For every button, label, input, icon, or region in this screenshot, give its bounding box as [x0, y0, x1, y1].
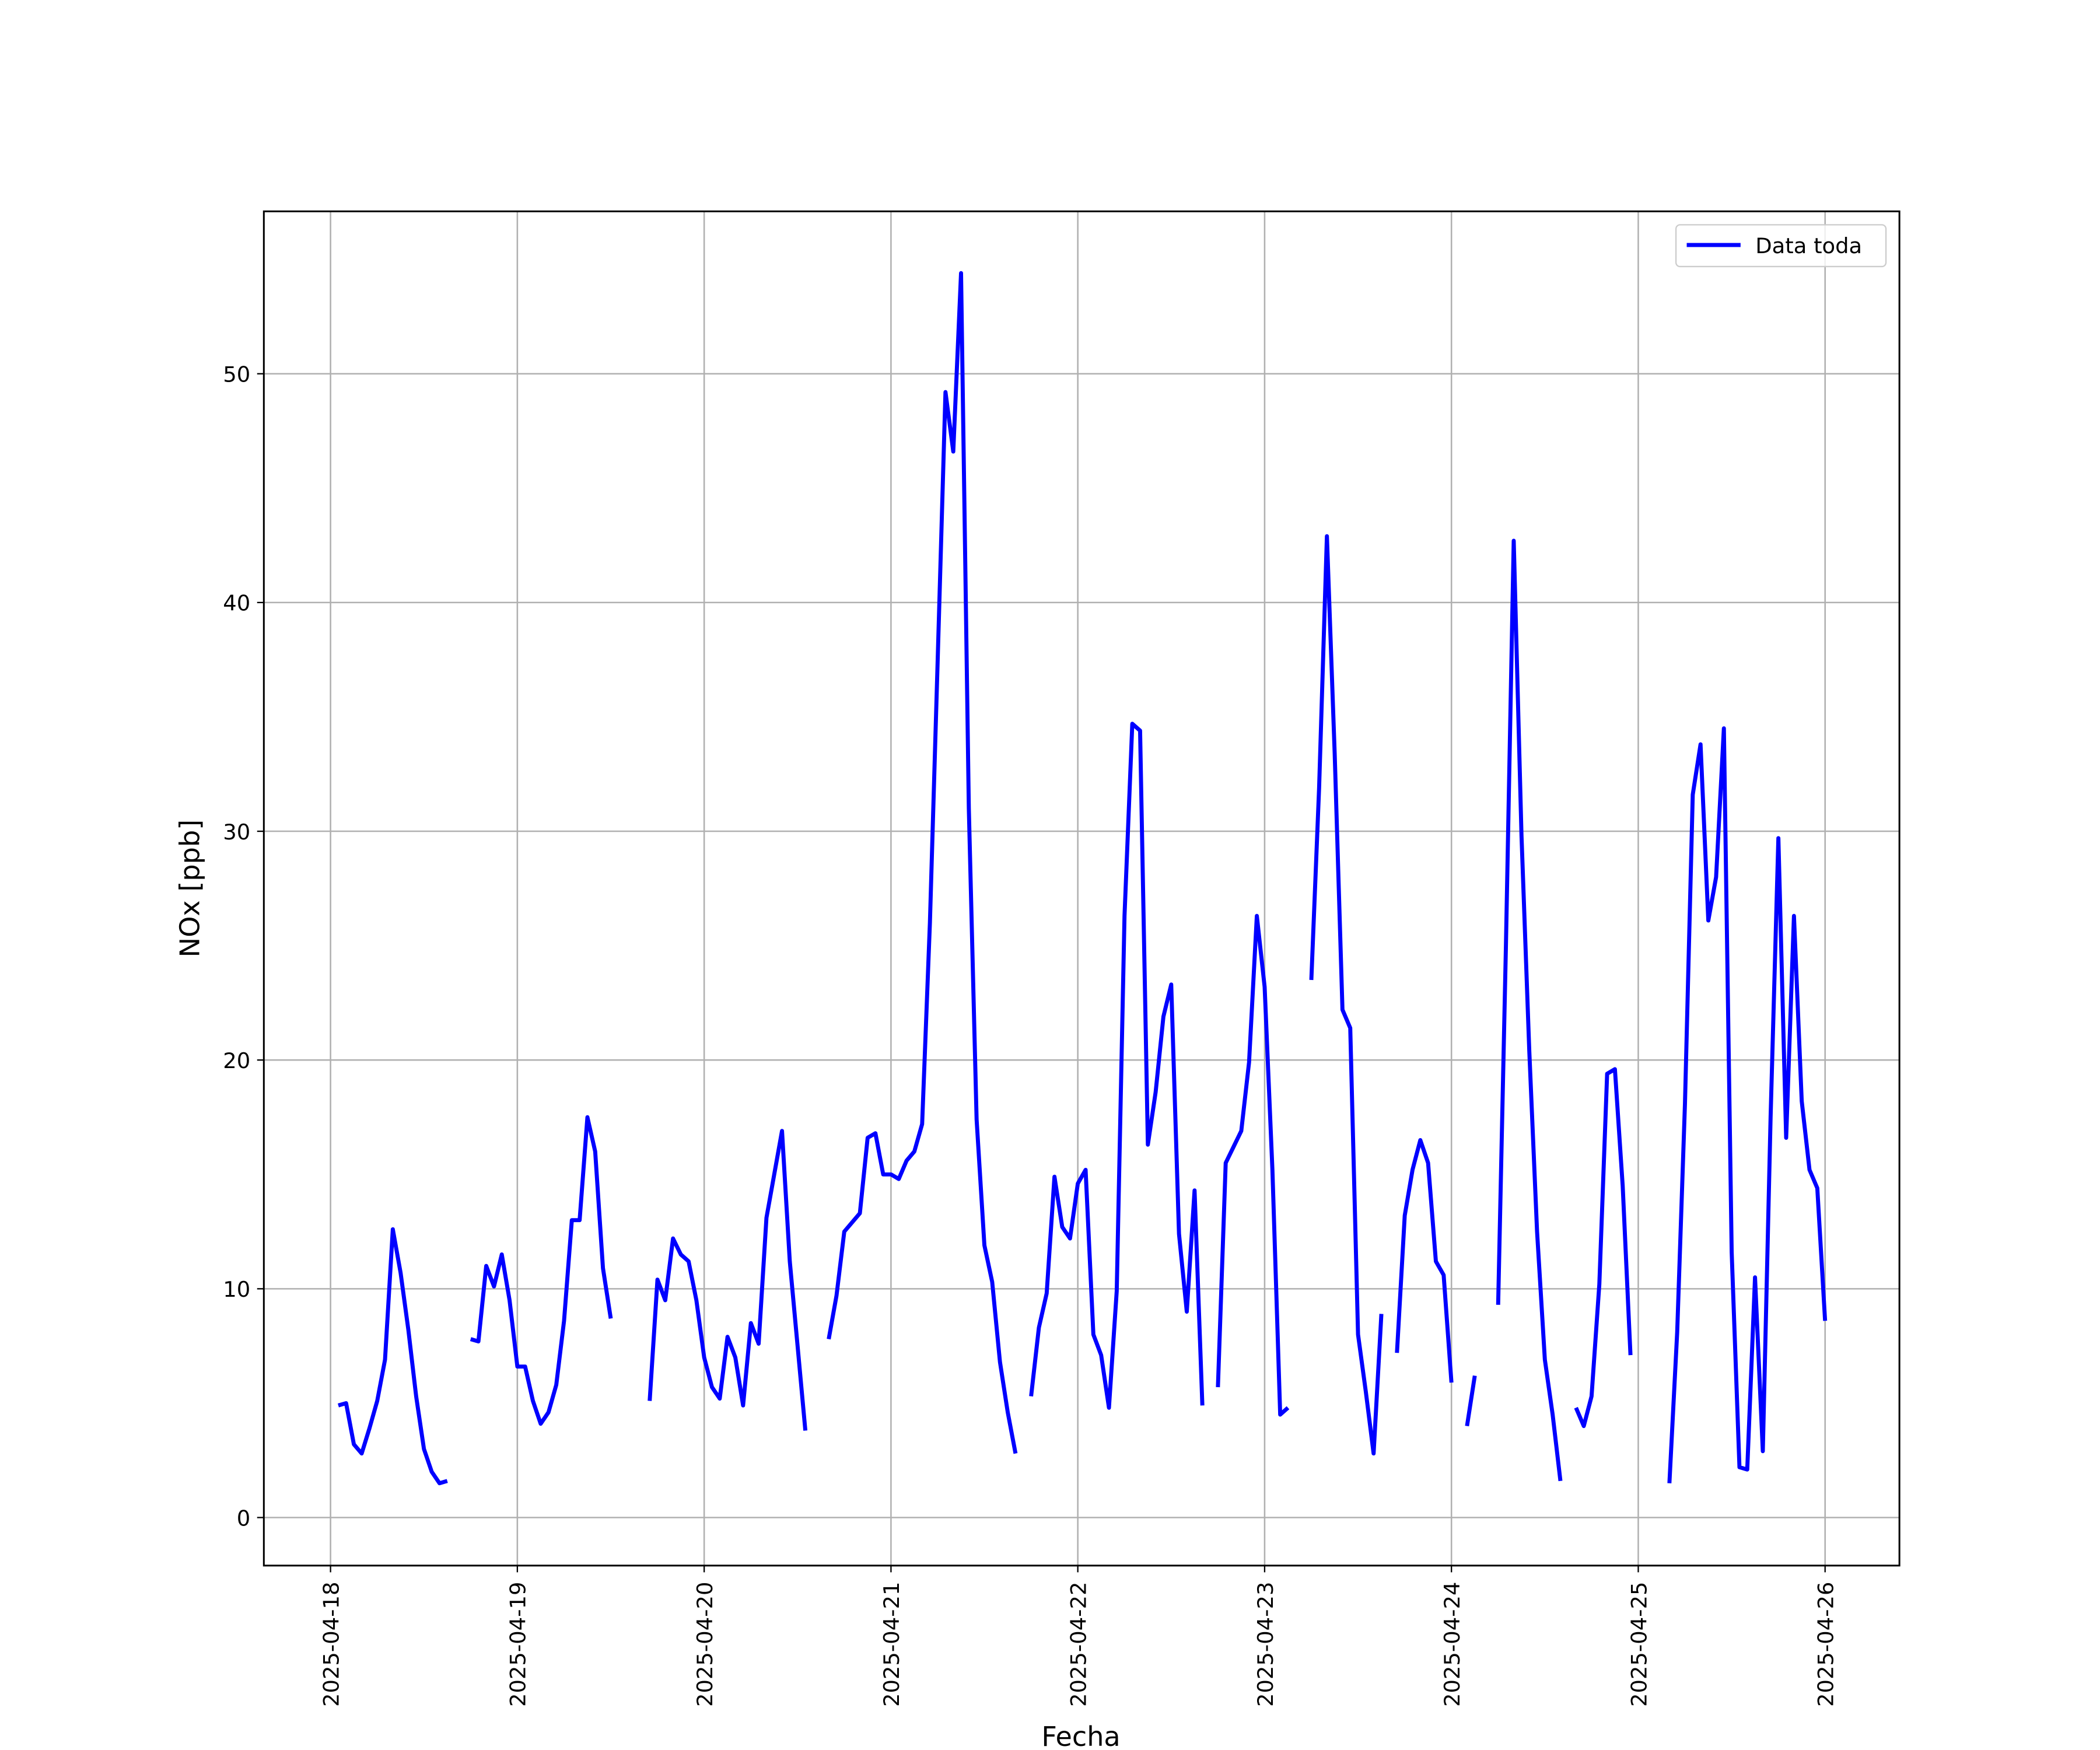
x-tick-label: 2025-04-18 — [318, 1582, 344, 1707]
y-tick-label: 40 — [223, 591, 250, 616]
x-axis-label: Fecha — [1041, 1721, 1120, 1750]
legend-box — [1675, 224, 1887, 268]
x-tick-label: 2025-04-20 — [692, 1582, 718, 1707]
x-tick-label: 2025-04-25 — [1626, 1582, 1651, 1707]
x-tick-label: 2025-04-26 — [1814, 1582, 1839, 1707]
y-tick-label: 0 — [237, 1506, 250, 1531]
y-tick-label: 50 — [223, 362, 250, 387]
y-tick-label: 30 — [223, 820, 250, 845]
x-tick-label: 2025-04-22 — [1066, 1582, 1091, 1707]
x-tick-label: 2025-04-21 — [879, 1582, 904, 1707]
x-tick-label: 2025-04-23 — [1253, 1582, 1278, 1707]
y-tick-label: 20 — [223, 1048, 250, 1073]
x-tick-label: 2025-04-24 — [1440, 1582, 1465, 1707]
y-axis-label: NOx [ppb] — [174, 820, 206, 958]
plot-frame — [262, 210, 1901, 1567]
data-line — [337, 271, 1828, 1486]
x-tick-label: 2025-04-19 — [506, 1582, 531, 1707]
y-tick-label: 10 — [223, 1277, 250, 1302]
legend-label: Data toda — [1755, 233, 1862, 258]
